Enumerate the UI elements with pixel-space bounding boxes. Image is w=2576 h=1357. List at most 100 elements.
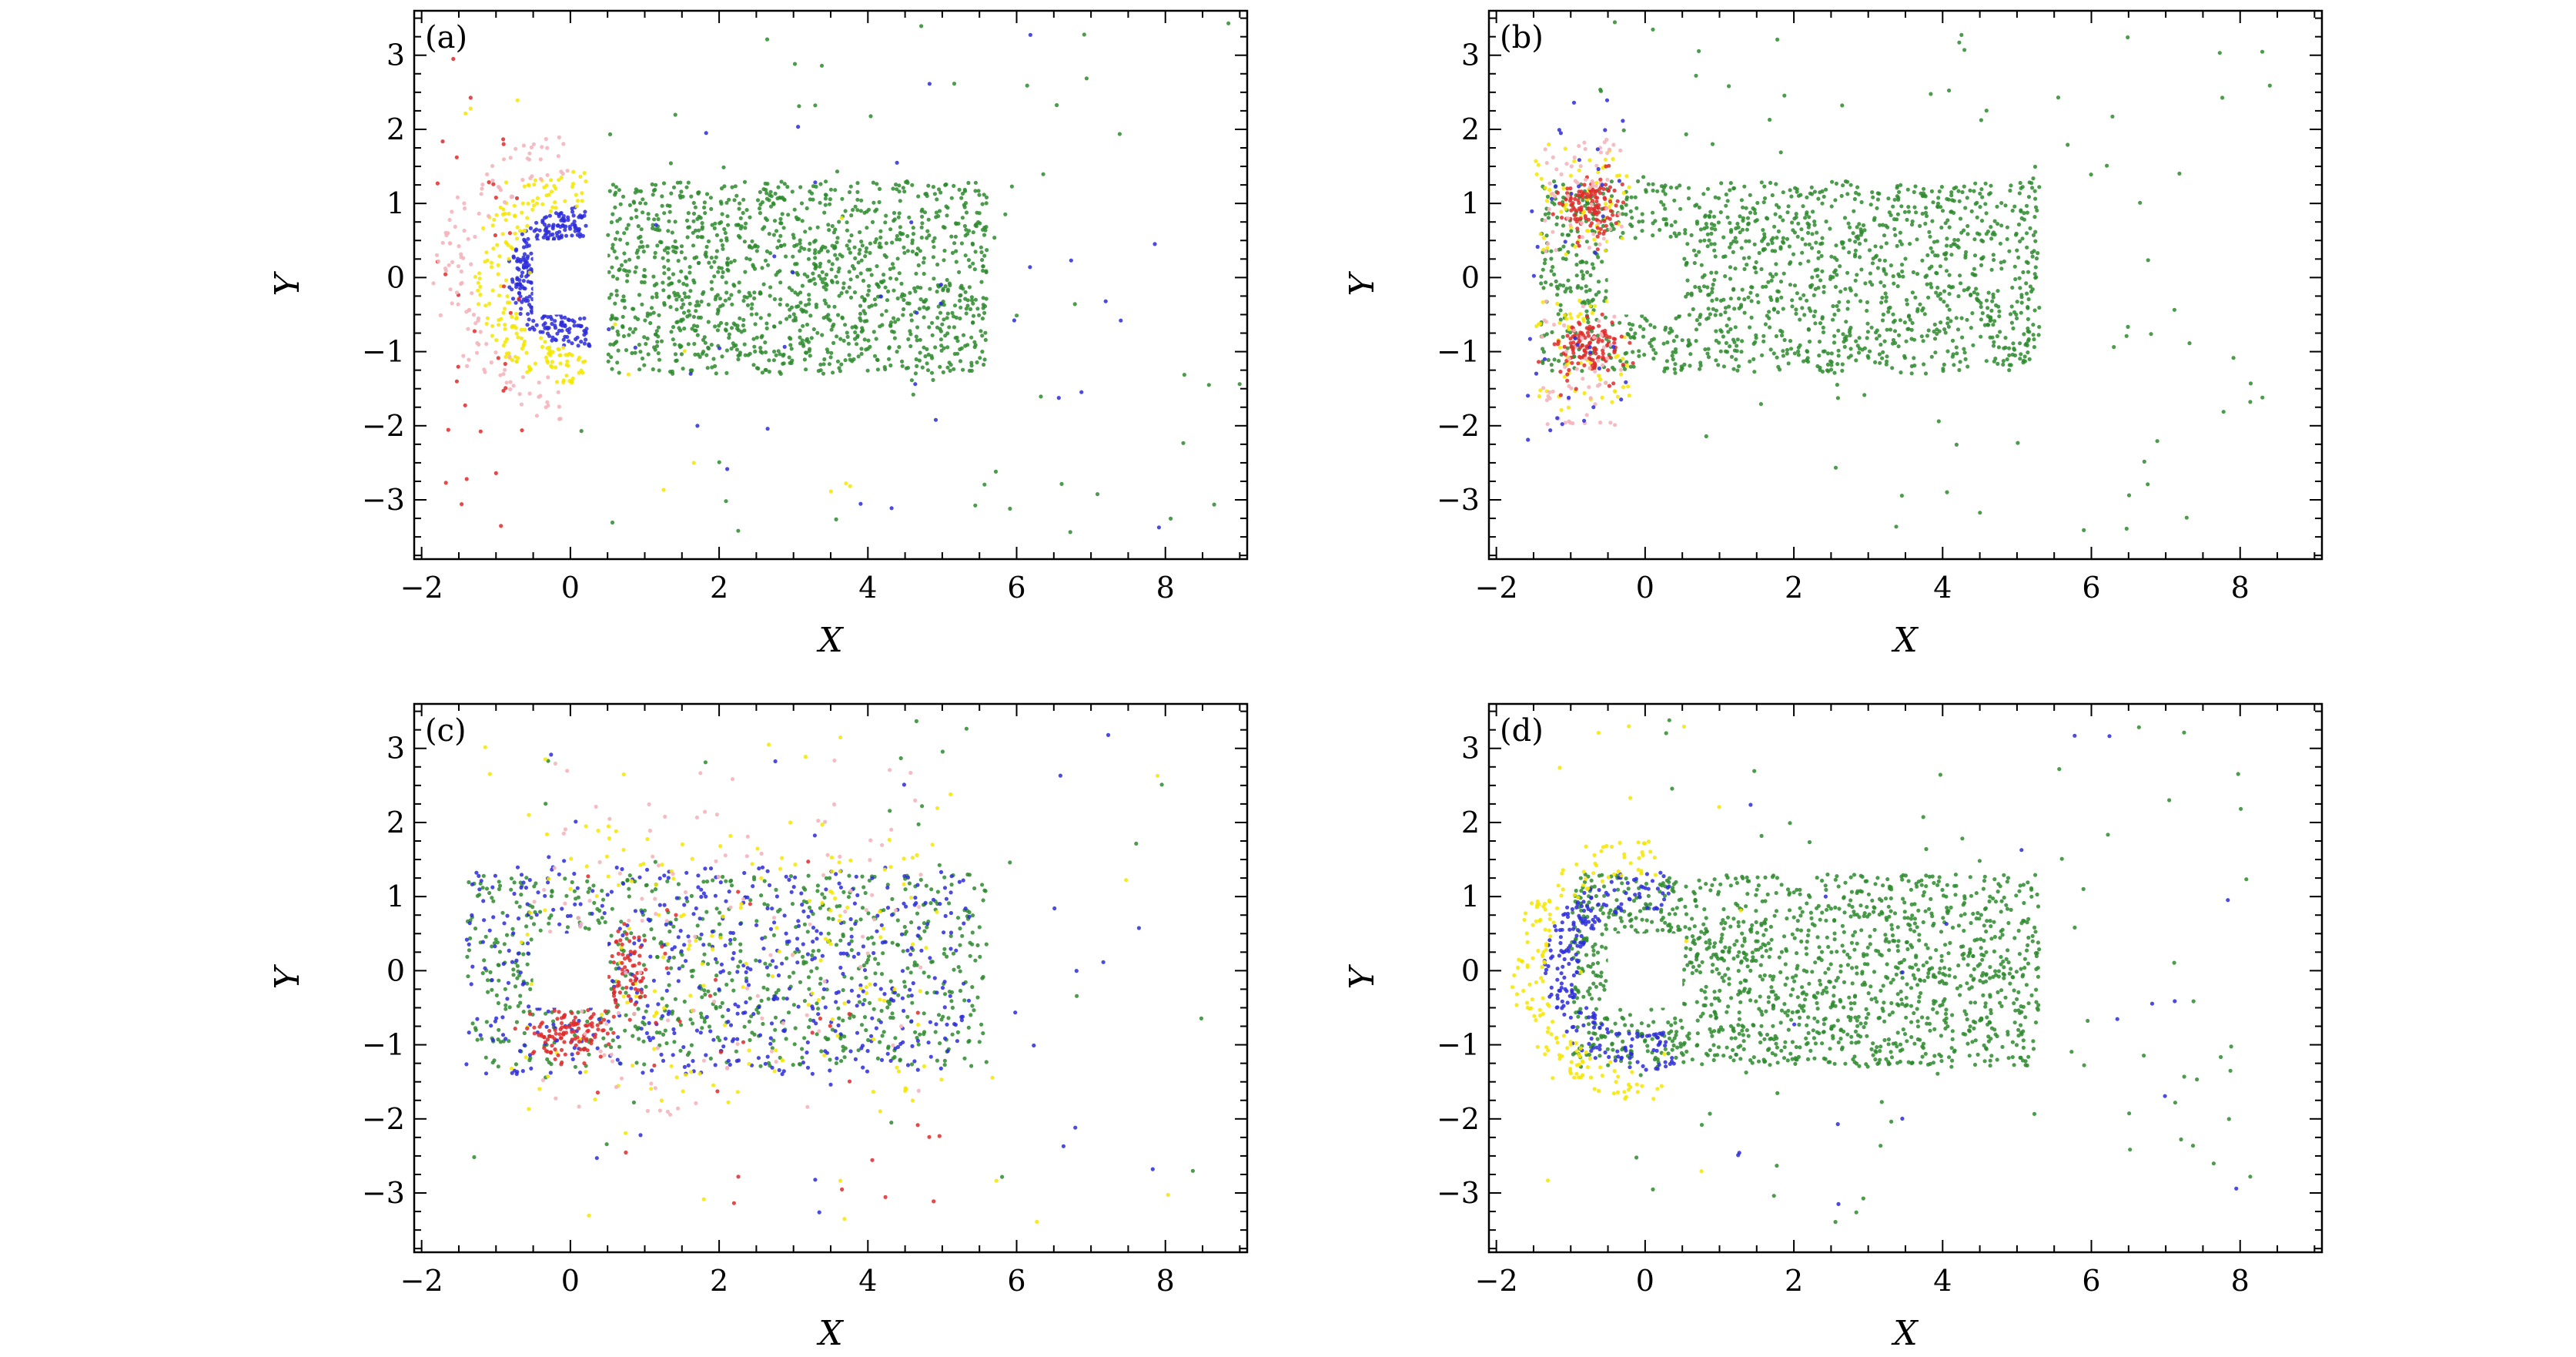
point-green-b xyxy=(1604,289,1608,293)
point-green-a xyxy=(802,246,807,251)
point-green-b xyxy=(1621,128,1626,132)
point-green-b xyxy=(1873,244,1878,249)
point-green-a xyxy=(695,216,700,221)
point-blue-a xyxy=(514,248,518,253)
point-green-c xyxy=(773,1027,778,1032)
point-green-a xyxy=(945,311,950,316)
point-yellow-a xyxy=(530,199,535,203)
point-green-b xyxy=(1929,285,1934,290)
point-green-b xyxy=(1880,295,1885,300)
point-green-c xyxy=(688,1017,693,1022)
point-green-b xyxy=(1913,184,1918,189)
point-green-b xyxy=(1899,204,1904,209)
point-green-b xyxy=(1564,256,1568,262)
point-red-b xyxy=(1621,362,1625,367)
point-yellow-b xyxy=(1597,374,1601,378)
point-green-c xyxy=(967,873,972,877)
point-green-a xyxy=(755,198,761,203)
point-yellow-b xyxy=(1611,156,1615,162)
point-green-b xyxy=(1762,184,1767,189)
point-green-b xyxy=(1705,351,1710,356)
point-green-b xyxy=(1774,333,1778,339)
point-pink-b xyxy=(1564,162,1569,166)
point-green-b xyxy=(1637,219,1641,224)
point-green-a xyxy=(891,186,895,191)
point-green-b xyxy=(1541,347,1545,351)
point-yellow-a xyxy=(494,338,499,343)
point-pink-b xyxy=(1618,148,1623,152)
point-green-c xyxy=(678,1048,683,1053)
point-green-b xyxy=(1812,223,1817,227)
point-green-b xyxy=(1733,266,1738,271)
point-green-a xyxy=(856,260,861,265)
point-green-a xyxy=(822,210,827,215)
point-blue-a xyxy=(570,233,574,238)
point-green-b xyxy=(1719,181,1724,186)
point-green-a xyxy=(646,216,651,221)
point-pink-b xyxy=(1588,396,1593,400)
point-green-b xyxy=(1757,250,1761,256)
point-pink-a xyxy=(456,264,461,269)
point-yellow-a xyxy=(565,359,570,364)
point-pink-b xyxy=(1618,367,1624,372)
point-green-a xyxy=(813,281,818,286)
point-red-b xyxy=(1597,323,1601,328)
point-green-a xyxy=(715,311,720,316)
point-green-a xyxy=(949,234,954,239)
point-green-a xyxy=(710,365,714,370)
point-green-b xyxy=(1944,269,1949,273)
point-green-a xyxy=(930,320,935,325)
point-green-a xyxy=(922,345,926,350)
point-green-b xyxy=(1896,344,1901,349)
point-green-b xyxy=(1934,270,1939,275)
point-green-a xyxy=(800,283,805,288)
point-green-b xyxy=(1714,358,1718,363)
point-green-b xyxy=(1788,347,1794,351)
point-green-b xyxy=(1885,359,1889,364)
point-green-c xyxy=(955,1030,960,1034)
point-green-b xyxy=(2126,493,2132,498)
point-green-c xyxy=(841,988,845,993)
point-pink-a xyxy=(457,244,461,249)
point-green-a xyxy=(877,186,882,191)
point-blue-a xyxy=(514,300,518,305)
point-green-a xyxy=(837,293,841,298)
point-green-b xyxy=(1955,238,1960,243)
point-green-c xyxy=(941,1014,945,1019)
y-tick-label-a: 3 xyxy=(386,39,405,72)
point-green-c xyxy=(742,1024,747,1029)
point-green-b xyxy=(2082,528,2086,533)
point-red-b xyxy=(1569,196,1574,201)
point-green-b xyxy=(1975,297,1979,301)
y-tick-label-b: 2 xyxy=(1461,112,1480,146)
point-green-b xyxy=(1724,340,1728,345)
point-green-b xyxy=(1658,227,1662,233)
point-green-b xyxy=(1637,349,1641,353)
point-green-a xyxy=(973,503,978,508)
point-green-a xyxy=(949,196,954,200)
point-blue-a xyxy=(909,220,914,225)
point-green-c xyxy=(908,970,913,975)
point-green-c xyxy=(492,1058,497,1063)
point-green-c xyxy=(960,933,965,938)
point-green-b xyxy=(1694,73,1698,78)
point-green-c xyxy=(966,1025,971,1030)
point-green-c xyxy=(642,1062,647,1067)
point-green-c xyxy=(866,957,871,962)
point-green-a xyxy=(617,216,622,221)
point-green-b xyxy=(1705,244,1710,249)
point-green-a xyxy=(653,250,657,255)
point-green-b xyxy=(1816,196,1821,201)
point-green-a xyxy=(607,189,612,193)
point-green-b xyxy=(1745,263,1749,267)
point-green-b xyxy=(1555,293,1560,297)
point-green-b xyxy=(1758,402,1763,407)
point-green-a xyxy=(792,207,797,212)
point-blue-b xyxy=(1611,344,1616,350)
point-green-a xyxy=(854,325,858,330)
point-green-b xyxy=(1895,212,1900,216)
point-green-c xyxy=(815,883,820,888)
point-green-b xyxy=(1852,209,1856,213)
point-green-b xyxy=(1590,329,1594,333)
point-green-b xyxy=(1775,310,1780,315)
